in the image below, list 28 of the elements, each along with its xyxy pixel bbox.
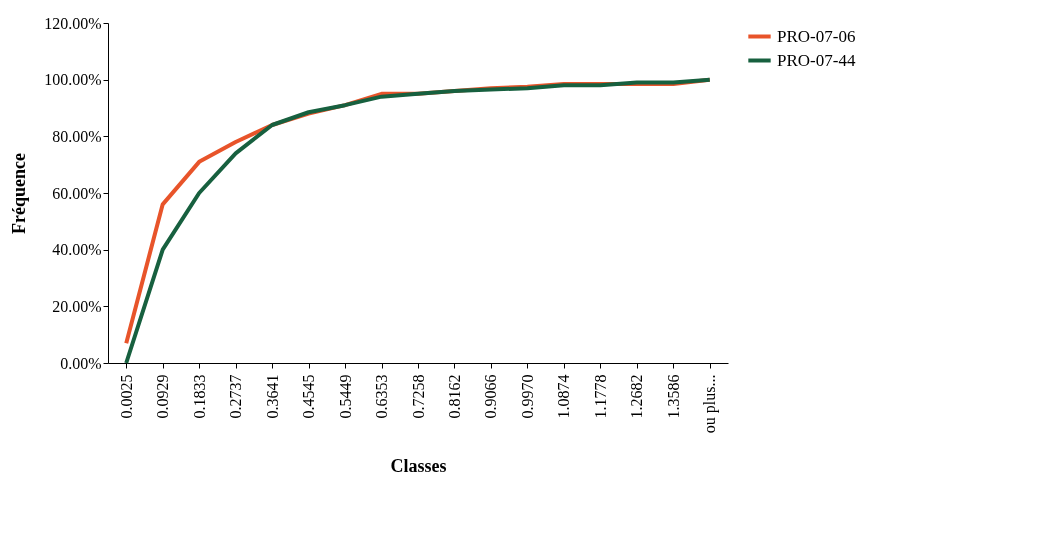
x-tick-label: 0.7258	[409, 374, 427, 419]
x-axis-title: Classes	[390, 456, 447, 477]
x-tick-label: 1.2682	[628, 374, 646, 419]
x-tick-label: 0.8162	[445, 374, 463, 419]
x-tick-label: 0.6353	[373, 374, 391, 419]
y-axis-title: Fréquence	[9, 153, 30, 234]
x-tick-label: 0.0025	[117, 374, 135, 419]
x-tick-label: 1.0874	[555, 374, 573, 419]
y-tick-label: 40.00%	[52, 241, 102, 259]
y-tick-label: 120.00%	[44, 14, 102, 32]
x-tick-label: 0.0929	[154, 374, 172, 419]
x-tick-label: 1.1778	[591, 374, 609, 419]
x-tick-label: 0.9970	[518, 374, 536, 419]
x-tick-label: 1.3586	[664, 374, 682, 419]
legend-label: PRO-07-44	[777, 50, 856, 70]
x-tick-label: ou plus...	[701, 374, 720, 434]
x-tick-label: 0.3641	[263, 374, 281, 419]
y-tick-label: 100.00%	[44, 71, 102, 89]
y-tick-label: 20.00%	[52, 297, 102, 315]
x-tick-label: 0.5449	[336, 374, 354, 419]
x-tick-label: 0.2737	[227, 374, 245, 419]
x-tick-label: 0.1833	[190, 374, 208, 419]
y-tick-label: 0.00%	[60, 354, 102, 372]
legend-label: PRO-07-06	[777, 26, 856, 46]
y-tick-label: 60.00%	[52, 184, 102, 202]
x-tick-label: 0.9066	[482, 374, 500, 419]
x-tick-label: 0.4545	[300, 374, 318, 419]
y-tick-label: 80.00%	[52, 127, 102, 145]
